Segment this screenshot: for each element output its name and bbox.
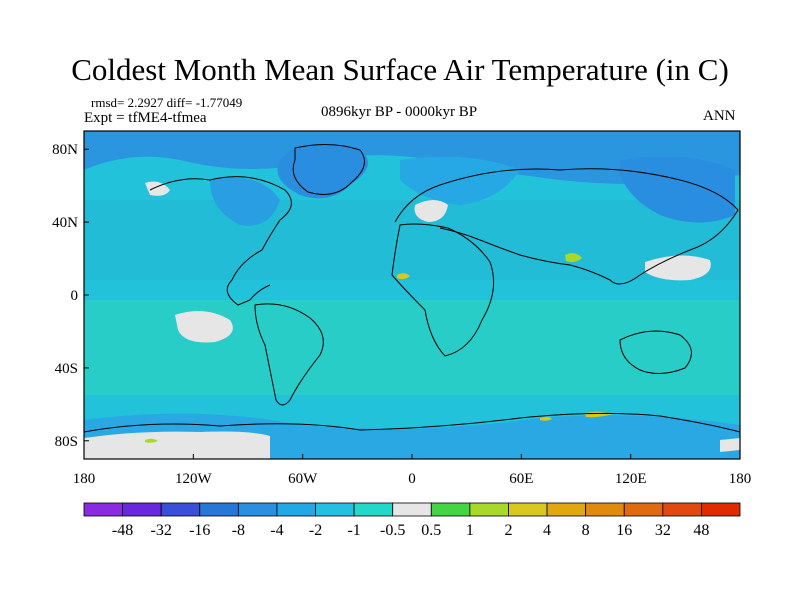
colorbar-level-label: 0.5 [421, 522, 441, 539]
colorbar-swatch [623, 502, 664, 517]
patch-west-antarctic [84, 431, 270, 459]
patch-ross [145, 438, 158, 443]
colorbar-level-label: 32 [655, 522, 671, 539]
lon-tick-label: 120E [615, 471, 647, 487]
stats-label: rmsd= 2.2927 diff= -1.77049 [91, 95, 243, 110]
longitude-axis: 180 120W 60W 0 60E 120E 180 [73, 454, 752, 487]
lat-tick-label: 40N [52, 215, 78, 231]
colorbar-swatch [546, 502, 587, 517]
lon-tick-label: 180 [73, 471, 96, 487]
colorbar-level-label: 1 [466, 522, 474, 539]
lon-tick-label: 60W [288, 471, 318, 487]
colorbar-level-label: -2 [309, 522, 322, 539]
antarctica-outline [83, 412, 741, 433]
patch-west-africa [397, 273, 410, 280]
colorbar-level-label: 2 [504, 522, 512, 539]
experiment-label: Expt = tfME4-tfmea [84, 110, 207, 126]
patch-south-pacific [175, 311, 233, 343]
colorbar-level-label: 16 [616, 522, 632, 539]
patch-alaska [145, 181, 170, 196]
lat-tick-label: 80N [52, 142, 78, 158]
colorbar-swatch [701, 502, 741, 517]
greenland-outline [292, 143, 365, 195]
latitude-axis: 80N 40N 0 40S 80S [52, 142, 89, 450]
lon-tick-label: 0 [408, 471, 416, 487]
colorbar-labels: -48 -32 -16 -8 -4 -2 -1 -0.5 0.5 1 2 4 8 16 32 48 [112, 522, 709, 539]
colorbar-level-label: -1 [347, 522, 360, 539]
colorbar-swatch [585, 502, 625, 517]
lat-tick-label: 0 [71, 288, 79, 304]
patch-east-antarctic [720, 438, 740, 452]
lon-tick-label: 180 [729, 471, 752, 487]
colorbar-swatch [353, 502, 394, 517]
season-label: ANN [703, 108, 736, 124]
colorbar-level-label: 8 [582, 522, 590, 539]
colorbar-swatch [430, 502, 471, 517]
colorbar-level-label: -4 [270, 522, 283, 539]
map-title: Coldest Month Mean Surface Air Temperatu… [71, 52, 729, 87]
colorbar-swatch [199, 502, 239, 517]
patch-tibet [565, 253, 582, 262]
lon-tick-label: 120W [175, 471, 213, 487]
colorbar-level-label: -32 [151, 522, 172, 539]
map-field [84, 131, 740, 459]
patch-antarctic-coast-1 [540, 416, 552, 421]
colorbar-swatch [508, 502, 548, 517]
colorbar-level-label: -0.5 [380, 522, 405, 539]
field-arctic [84, 131, 740, 184]
colorbar-swatch [237, 502, 278, 517]
colorbar [83, 502, 741, 517]
colorbar-swatch [122, 502, 162, 517]
field-north-america [210, 177, 280, 226]
colorbar-swatch [315, 502, 355, 517]
colorbar-swatch [83, 502, 123, 517]
africa-outline [391, 223, 495, 357]
colorbar-level-label: -16 [189, 522, 210, 539]
field-mid-band [84, 200, 740, 280]
period-label: 0896kyr BP - 0000kyr BP [321, 104, 478, 120]
colorbar-swatch [276, 502, 316, 517]
australia-outline [619, 330, 692, 374]
colorbar-level-label: -48 [112, 522, 133, 539]
lon-tick-label: 60E [509, 471, 533, 487]
colorbar-swatch [160, 502, 201, 517]
patch-scandinavia [414, 200, 448, 222]
field-north-europe [400, 156, 520, 205]
colorbar-level-label: -8 [232, 522, 245, 539]
colorbar-swatch [469, 502, 509, 517]
colorbar-level-label: 48 [693, 522, 709, 539]
patch-west-pacific [645, 255, 711, 281]
lat-tick-label: 80S [55, 434, 78, 450]
colorbar-swatch [662, 502, 702, 517]
colorbar-level-label: 4 [543, 522, 551, 539]
lat-tick-label: 40S [55, 361, 78, 377]
colorbar-swatch [392, 502, 432, 517]
north-america-outline [149, 176, 292, 306]
coastlines [83, 143, 741, 433]
eurasia-outline [394, 168, 739, 285]
south-america-outline [254, 303, 324, 406]
